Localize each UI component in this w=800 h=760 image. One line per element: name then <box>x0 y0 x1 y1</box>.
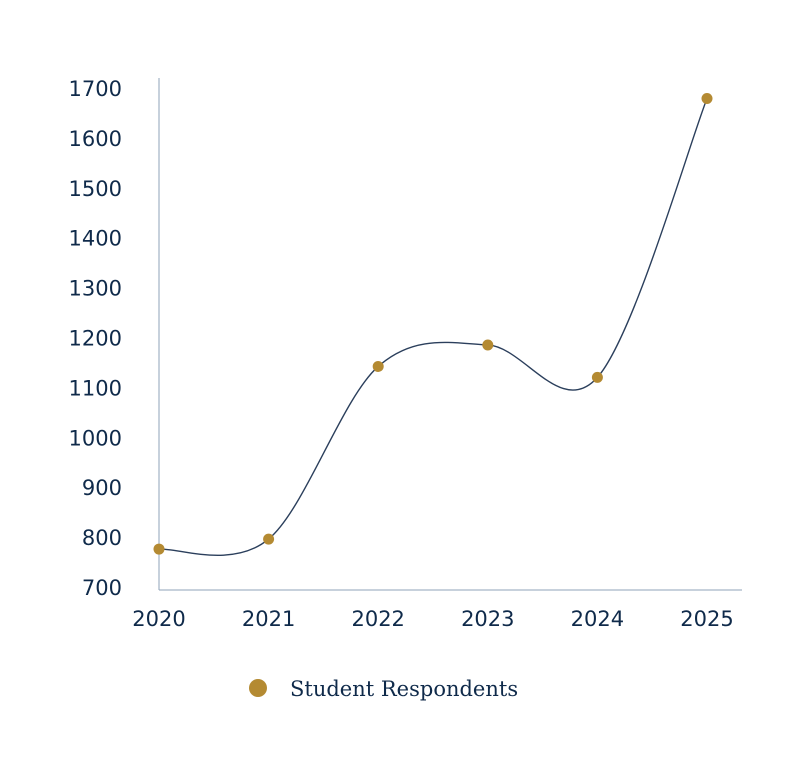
data-point <box>372 360 384 372</box>
series-lines <box>158 98 708 556</box>
x-tick-label: 2022 <box>351 607 404 631</box>
y-tick-label: 1200 <box>69 327 122 351</box>
data-point <box>153 543 165 555</box>
series-points <box>153 92 713 555</box>
legend: Student Respondents <box>249 677 518 701</box>
y-tick-label: 1300 <box>69 277 122 301</box>
y-tick-label: 1400 <box>69 227 122 251</box>
x-tick-label: 2020 <box>132 607 185 631</box>
y-tick-label: 700 <box>82 576 122 600</box>
data-point <box>482 339 494 351</box>
legend-label: Student Respondents <box>290 677 518 701</box>
data-point <box>591 371 603 383</box>
y-tick-label: 1100 <box>69 376 122 400</box>
series-line <box>158 98 708 556</box>
x-tick-label: 2024 <box>571 607 624 631</box>
y-tick-label: 900 <box>82 476 122 500</box>
x-tick-label: 2025 <box>680 607 733 631</box>
y-tick-label: 1000 <box>69 426 122 450</box>
y-tick-label: 1500 <box>69 177 122 201</box>
y-tick-labels: 700 800 900 1000 1100 1200 1300 1400 1500 1600 170… <box>69 77 122 600</box>
x-tick-label: 2021 <box>242 607 295 631</box>
x-tick-labels: 2020 2021 2022 2023 2024 2025 <box>132 607 733 631</box>
y-tick-label: 1600 <box>69 127 122 151</box>
x-tick-label: 2023 <box>461 607 514 631</box>
data-point <box>263 533 275 545</box>
y-tick-label: 800 <box>82 526 122 550</box>
data-point <box>701 92 713 104</box>
legend-marker <box>249 679 267 697</box>
y-tick-label: 1700 <box>69 77 122 101</box>
